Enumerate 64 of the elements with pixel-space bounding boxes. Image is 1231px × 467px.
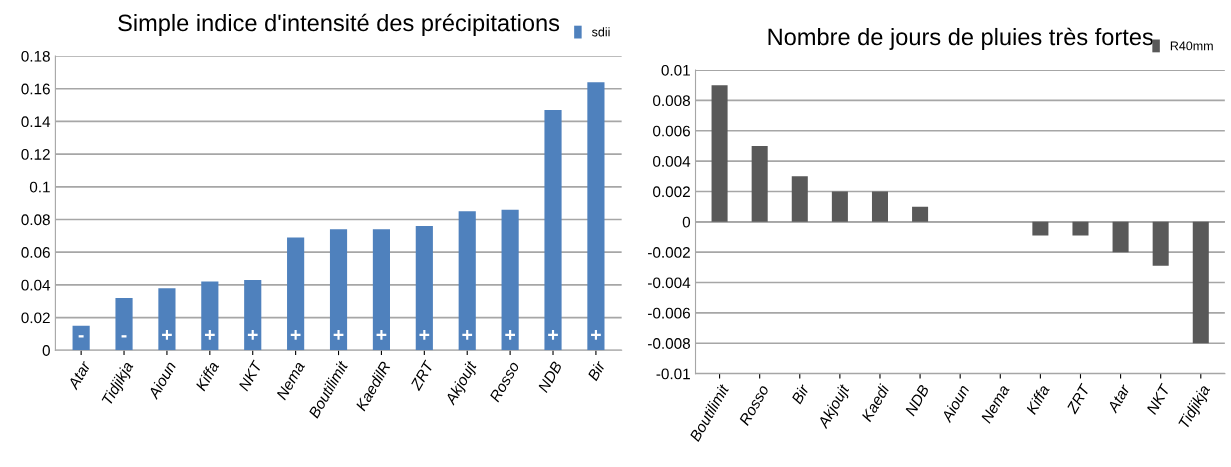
bar <box>501 209 519 351</box>
bar <box>1032 221 1049 236</box>
legend-label: R40mm <box>1170 41 1213 51</box>
y-tick-label: 0.02 <box>21 312 50 324</box>
x-tick-label: Bir <box>790 382 810 405</box>
y-tick-label: 0.01 <box>661 64 690 76</box>
annotation: + <box>204 329 215 340</box>
y-tick-label: 0.14 <box>21 116 51 128</box>
bar <box>831 191 848 222</box>
chart-title: Nombre de jours de pluies très fortes <box>768 27 1153 50</box>
y-tick-label: 0.006 <box>653 125 690 137</box>
annotation: - <box>121 335 127 338</box>
y-tick-label: -0.002 <box>648 247 690 258</box>
bar <box>329 229 348 351</box>
annotation: + <box>290 329 301 340</box>
y-tick-label: 0.002 <box>653 186 690 198</box>
bar <box>372 229 390 351</box>
y-tick-label: 0.06 <box>21 247 50 258</box>
y-tick-label: -0.006 <box>648 307 690 319</box>
y-tick-label: -0.01 <box>656 368 690 380</box>
bar <box>72 325 90 351</box>
y-tick-label: 0.18 <box>21 50 50 62</box>
y-tick-label: 0.04 <box>21 279 51 291</box>
annotation: + <box>162 329 172 340</box>
bar <box>1152 221 1169 266</box>
bar <box>415 226 433 351</box>
bar <box>544 109 562 351</box>
annotation: + <box>462 329 473 340</box>
annotation: + <box>247 329 258 340</box>
y-tick-label: -0.008 <box>648 338 690 349</box>
bar <box>1192 221 1209 344</box>
annotation: + <box>591 329 601 340</box>
annotation: - <box>78 335 84 338</box>
y-tick-label: 0.004 <box>653 155 691 167</box>
annotation: + <box>419 329 430 340</box>
y-tick-label: 0.1 <box>29 181 50 193</box>
y-tick-label: -0.004 <box>648 277 691 289</box>
y-tick-label: 0 <box>42 345 50 356</box>
bar <box>587 82 605 351</box>
bar <box>1112 221 1129 253</box>
bar <box>751 145 768 222</box>
legend-label: sdii <box>592 27 610 37</box>
bar <box>115 297 133 351</box>
y-tick-label: 0.16 <box>21 83 50 95</box>
bar <box>711 85 728 222</box>
annotation: + <box>376 329 387 340</box>
annotation: + <box>548 329 558 340</box>
chart-title: Simple indice d'intensité des précipitations <box>118 13 560 36</box>
y-tick-label: 0 <box>682 216 691 228</box>
x-tick-label: Bir <box>586 359 606 382</box>
bar <box>912 206 929 222</box>
annotation: + <box>505 329 516 340</box>
bar <box>158 288 176 351</box>
bar <box>791 176 808 222</box>
bar <box>871 191 888 222</box>
bar <box>1072 221 1089 236</box>
annotation: + <box>333 329 344 340</box>
y-tick-label: 0.08 <box>21 214 50 226</box>
bar <box>201 281 219 351</box>
bar <box>287 237 305 351</box>
y-tick-label: 0.008 <box>653 95 690 107</box>
bar <box>458 211 476 351</box>
bar <box>244 279 262 351</box>
y-tick-label: 0.12 <box>21 148 50 160</box>
